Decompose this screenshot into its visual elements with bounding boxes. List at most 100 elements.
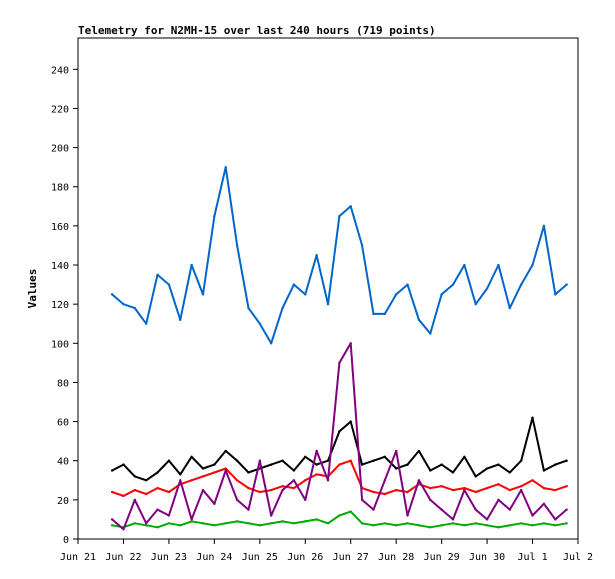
data-point: [360, 498, 364, 502]
data-point: [156, 471, 159, 474]
data-point: [394, 524, 398, 527]
data-point: [554, 518, 557, 521]
data-point: [508, 471, 512, 474]
data-point: [542, 486, 546, 490]
data-point: [224, 522, 227, 525]
data-point: [451, 488, 455, 492]
data-point: [440, 293, 443, 296]
data-point: [235, 520, 239, 523]
y-axis-label: Values: [26, 269, 39, 309]
data-point: [451, 518, 455, 521]
y-tick-label: 20: [57, 496, 69, 507]
data-point: [519, 484, 523, 488]
data-point: [497, 498, 500, 502]
data-point: [133, 498, 137, 502]
x-tick-label: Jun 24: [196, 552, 232, 563]
data-point: [406, 463, 409, 466]
data-point: [269, 342, 273, 345]
data-point: [247, 508, 250, 511]
data-point: [213, 463, 216, 466]
y-tick-label: 0: [63, 535, 69, 546]
data-point: [485, 518, 489, 521]
y-tick-label: 220: [51, 104, 69, 115]
data-point: [531, 416, 534, 419]
x-tick-label: Jun 22: [105, 552, 141, 563]
data-point: [110, 469, 114, 472]
data-point: [497, 463, 500, 466]
data-point: [519, 459, 523, 462]
x-tick-label: Jun 29: [424, 552, 460, 563]
data-point: [190, 455, 193, 459]
data-point: [349, 342, 352, 345]
data-point: [565, 283, 568, 286]
data-point: [451, 283, 455, 286]
data-point: [429, 469, 432, 472]
data-point: [167, 522, 171, 525]
x-tick-label: Jun 26: [287, 552, 323, 563]
data-point: [394, 467, 398, 470]
data-point: [292, 522, 296, 525]
data-point: [292, 486, 296, 490]
data-point: [338, 430, 341, 433]
y-tick-label: 80: [57, 378, 69, 389]
data-point: [326, 302, 330, 306]
data-point: [406, 522, 409, 525]
data-point: [110, 524, 114, 527]
data-point: [474, 490, 477, 494]
data-point: [485, 524, 489, 527]
data-point: [485, 486, 489, 490]
data-point: [304, 455, 307, 459]
data-point: [542, 522, 546, 525]
data-point: [213, 214, 216, 218]
y-tick-label: 60: [57, 418, 69, 429]
data-point: [269, 463, 273, 466]
data-point: [269, 514, 273, 517]
data-point: [281, 459, 284, 462]
data-point: [554, 524, 557, 527]
data-point: [304, 479, 307, 482]
data-point: [406, 490, 409, 494]
data-point: [440, 463, 443, 466]
data-point: [110, 518, 114, 521]
data-point: [417, 318, 421, 322]
data-point: [372, 508, 375, 511]
data-point: [474, 302, 477, 306]
data-point: [349, 510, 352, 513]
data-point: [394, 488, 398, 492]
data-point: [440, 508, 443, 511]
data-point: [519, 488, 523, 492]
x-tick-label: Jun 30: [469, 552, 505, 563]
data-point: [338, 463, 341, 466]
y-tick-label: 140: [51, 261, 69, 272]
data-point: [281, 488, 284, 492]
data-point: [315, 254, 318, 257]
y-tick-label: 180: [51, 183, 69, 194]
data-point: [224, 449, 227, 453]
data-point: [485, 287, 489, 290]
data-point: [406, 283, 409, 286]
data-point: [133, 522, 137, 525]
data-point: [258, 322, 262, 325]
data-point: [201, 293, 205, 296]
data-point: [451, 522, 455, 525]
data-point: [144, 479, 148, 482]
data-point: [383, 522, 387, 525]
y-tick-label: 160: [51, 222, 69, 233]
data-point: [554, 293, 557, 296]
data-point: [463, 263, 466, 267]
data-point: [360, 522, 364, 525]
data-point: [451, 471, 455, 474]
data-point: [383, 479, 387, 482]
data-point: [429, 332, 432, 335]
data-point: [304, 520, 307, 523]
data-point: [179, 318, 182, 322]
data-point: [269, 522, 273, 525]
data-point: [485, 467, 489, 470]
data-point: [508, 524, 512, 527]
data-point: [167, 459, 171, 462]
data-point: [156, 273, 159, 277]
data-point: [133, 475, 137, 478]
y-tick-label: 200: [51, 144, 69, 155]
data-point: [122, 463, 125, 466]
